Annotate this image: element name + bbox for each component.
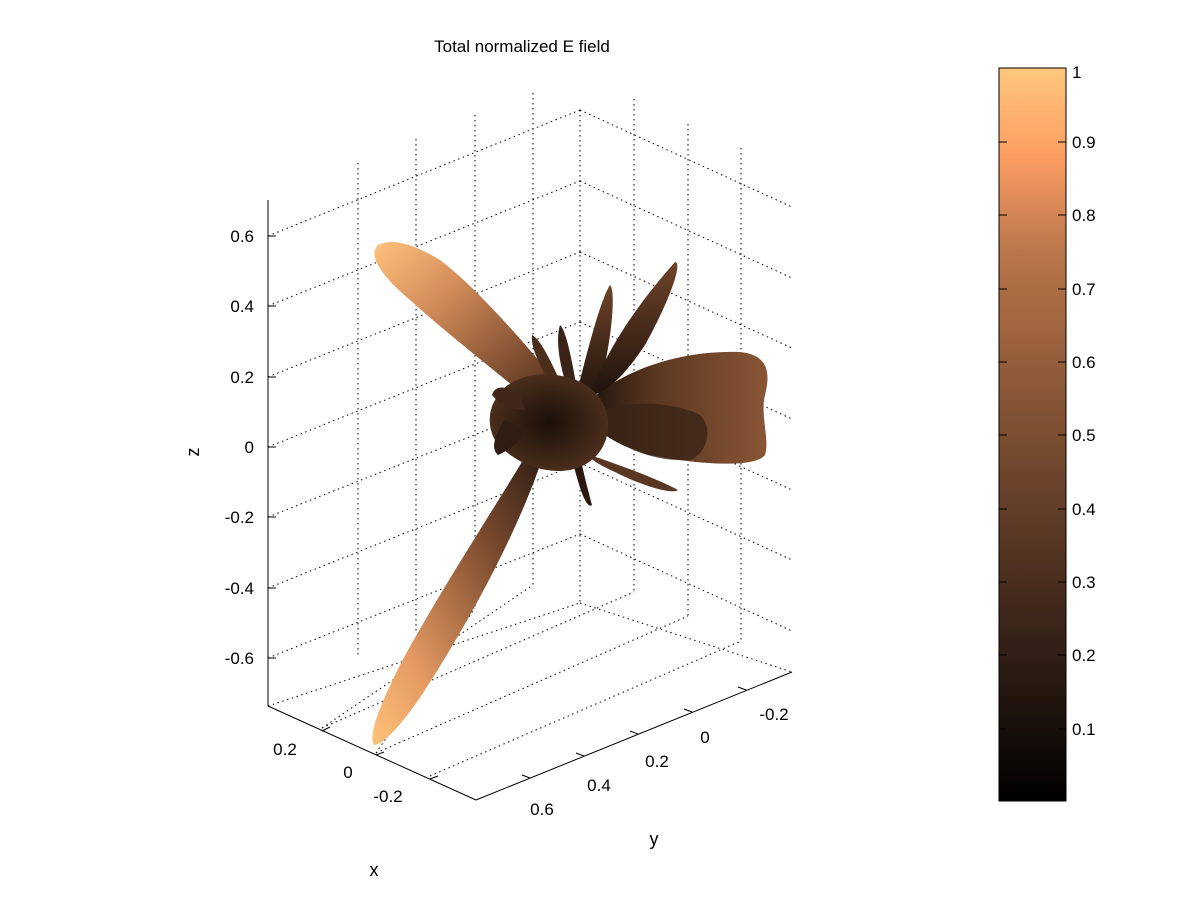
z-tick-labels: 0.6 0.4 0.2 0 -0.2 -0.4 -0.6 — [225, 227, 254, 668]
y-tick-label: -0.2 — [759, 705, 788, 724]
x-ticks — [321, 726, 439, 780]
x-axis-label: x — [370, 860, 379, 880]
x-tick-label: 0.2 — [273, 740, 297, 759]
colorbar — [998, 67, 1067, 802]
y-tick-label: 0.4 — [587, 776, 611, 795]
z-tick-label: -0.2 — [225, 508, 254, 527]
colorbar-tick-label: 1 — [1072, 63, 1081, 82]
chart-title: Total normalized E field — [434, 37, 610, 56]
minor-lobe — [590, 262, 678, 395]
minor-lobe — [558, 325, 577, 395]
z-tick-label: -0.6 — [225, 649, 254, 668]
y-tick-label: 0.2 — [645, 752, 669, 771]
main-lobe-lower — [372, 440, 548, 745]
colorbar-tick-label: 0.1 — [1072, 720, 1096, 739]
z-tick-label: 0.2 — [230, 368, 254, 387]
colorbar-tick-label: 0.8 — [1072, 206, 1096, 225]
y-axis-label: y — [650, 829, 659, 849]
colorbar-tick-label: 0.2 — [1072, 646, 1096, 665]
z-tick-label: 0.4 — [230, 297, 254, 316]
radiation-pattern-surface — [372, 241, 768, 745]
y-tick-label: 0.6 — [530, 800, 554, 819]
colorbar-tick-label: 0.9 — [1072, 133, 1096, 152]
y-tick-label: 0 — [700, 728, 709, 747]
side-lobe-right-inner — [590, 403, 708, 461]
minor-lobe — [494, 420, 528, 455]
z-tick-label: -0.4 — [225, 579, 254, 598]
x-tick-label: -0.2 — [373, 787, 402, 806]
z-ticks — [268, 235, 276, 659]
y-ticks — [521, 686, 747, 779]
x-tick-label: 0 — [343, 763, 352, 782]
colorbar-tick-labels: 1 0.9 0.8 0.7 0.6 0.5 0.4 0.3 0.2 0.1 — [1072, 63, 1096, 739]
colorbar-tick-label: 0.6 — [1072, 353, 1096, 372]
minor-lobe — [492, 387, 525, 410]
colorbar-tick-label: 0.3 — [1072, 573, 1096, 592]
minor-lobe — [590, 455, 678, 492]
z-tick-label: 0.6 — [230, 227, 254, 246]
axes-box — [267, 200, 793, 801]
colorbar-tick-label: 0.7 — [1072, 280, 1096, 299]
x-tick-labels: 0.2 0 -0.2 — [273, 740, 402, 806]
colorbar-ticks — [999, 67, 1066, 730]
z-axis-label: z — [183, 448, 203, 457]
y-tick-labels: 0.6 0.4 0.2 0 -0.2 — [530, 705, 788, 819]
z-tick-label: 0 — [245, 438, 254, 457]
colorbar-tick-label: 0.5 — [1072, 426, 1096, 445]
colorbar-tick-label: 0.4 — [1072, 500, 1096, 519]
